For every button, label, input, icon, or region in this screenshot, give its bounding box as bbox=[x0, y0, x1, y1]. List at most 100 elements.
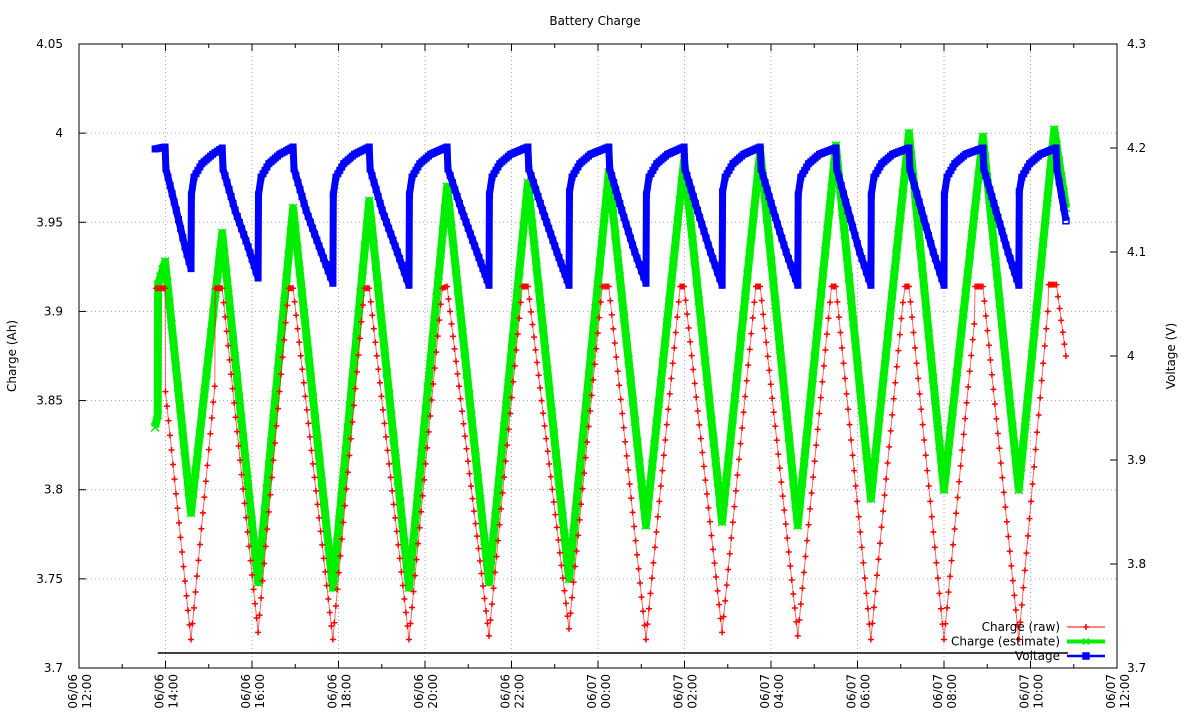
data-point bbox=[699, 449, 706, 456]
data-point bbox=[584, 439, 591, 446]
data-point bbox=[546, 460, 553, 467]
data-point bbox=[908, 173, 916, 181]
data-point bbox=[539, 206, 547, 214]
data-point bbox=[935, 440, 945, 450]
data-point bbox=[429, 315, 439, 325]
data-point bbox=[895, 209, 906, 219]
data-point bbox=[812, 330, 822, 341]
data-point bbox=[1028, 498, 1035, 505]
data-point bbox=[282, 319, 289, 326]
data-point bbox=[896, 331, 903, 338]
data-point bbox=[969, 336, 976, 343]
data-point bbox=[164, 173, 172, 181]
data-point bbox=[455, 307, 465, 317]
data-point bbox=[425, 428, 432, 435]
data-point bbox=[1007, 422, 1018, 432]
data-point bbox=[597, 299, 604, 306]
x-tick-label-date: 06/07 bbox=[1018, 674, 1032, 709]
data-point bbox=[615, 271, 625, 281]
x-tick-label-date: 06/06 bbox=[499, 674, 513, 709]
data-point bbox=[1041, 342, 1048, 349]
data-point bbox=[985, 342, 992, 349]
data-point bbox=[628, 495, 635, 502]
x-tick-label-time: 02:00 bbox=[686, 674, 700, 709]
data-point bbox=[358, 318, 365, 325]
data-point bbox=[773, 220, 781, 228]
data-point bbox=[266, 437, 276, 447]
data-point bbox=[225, 342, 232, 349]
data-point bbox=[838, 344, 845, 351]
data-point bbox=[634, 458, 644, 468]
data-point bbox=[626, 481, 633, 488]
data-point bbox=[991, 401, 998, 408]
data-point bbox=[635, 565, 642, 572]
data-point bbox=[1049, 125, 1059, 135]
data-point bbox=[608, 311, 615, 318]
data-point bbox=[689, 193, 697, 201]
data-point bbox=[410, 516, 420, 526]
data-point bbox=[270, 457, 277, 464]
data-point bbox=[314, 501, 321, 508]
data-point bbox=[934, 575, 941, 582]
data-point bbox=[346, 452, 353, 459]
data-point bbox=[845, 406, 852, 413]
data-point bbox=[762, 212, 772, 222]
data-point bbox=[782, 521, 789, 528]
data-point bbox=[787, 563, 794, 570]
data-point bbox=[714, 587, 721, 594]
data-point bbox=[846, 295, 856, 305]
data-point bbox=[183, 592, 190, 599]
data-point bbox=[288, 203, 298, 213]
data-point bbox=[392, 514, 399, 521]
data-point bbox=[641, 622, 648, 629]
data-point bbox=[568, 529, 578, 539]
data-point bbox=[880, 508, 887, 515]
data-point bbox=[626, 234, 634, 242]
data-point bbox=[170, 198, 178, 206]
data-point bbox=[988, 236, 999, 246]
data-point bbox=[950, 387, 960, 397]
data-point bbox=[631, 248, 639, 256]
data-point bbox=[495, 466, 505, 477]
data-point bbox=[390, 501, 397, 508]
data-point bbox=[558, 562, 565, 569]
data-point bbox=[597, 235, 607, 245]
data-point bbox=[485, 191, 493, 199]
data-point bbox=[317, 248, 325, 256]
data-point bbox=[153, 410, 163, 420]
data-point bbox=[253, 615, 260, 622]
data-point bbox=[962, 415, 969, 422]
data-point bbox=[492, 569, 499, 576]
data-point bbox=[1001, 360, 1011, 370]
data-point bbox=[608, 209, 618, 219]
data-point bbox=[936, 590, 943, 597]
data-point bbox=[206, 328, 216, 338]
data-point bbox=[820, 362, 827, 369]
data-point bbox=[261, 560, 268, 567]
data-point bbox=[915, 198, 923, 206]
data-point bbox=[561, 587, 568, 594]
x-tick-label-time: 06:00 bbox=[859, 674, 873, 709]
data-point bbox=[173, 382, 183, 392]
data-point bbox=[1029, 481, 1036, 488]
data-point bbox=[999, 339, 1009, 349]
data-point bbox=[791, 275, 799, 283]
data-point bbox=[857, 529, 864, 536]
data-point bbox=[281, 273, 292, 283]
data-point bbox=[665, 406, 672, 413]
data-point bbox=[188, 636, 195, 643]
data-point bbox=[711, 456, 721, 467]
data-point bbox=[378, 206, 386, 214]
data-point bbox=[620, 213, 628, 221]
markers-charge-raw bbox=[152, 281, 1069, 643]
data-point bbox=[380, 212, 388, 220]
data-point bbox=[650, 559, 657, 566]
data-point bbox=[718, 281, 726, 289]
data-point bbox=[776, 465, 783, 472]
data-point bbox=[171, 476, 178, 483]
data-point bbox=[984, 327, 991, 334]
data-point bbox=[717, 517, 727, 527]
data-point bbox=[1025, 372, 1035, 382]
data-point bbox=[220, 299, 227, 306]
data-point bbox=[182, 578, 189, 585]
